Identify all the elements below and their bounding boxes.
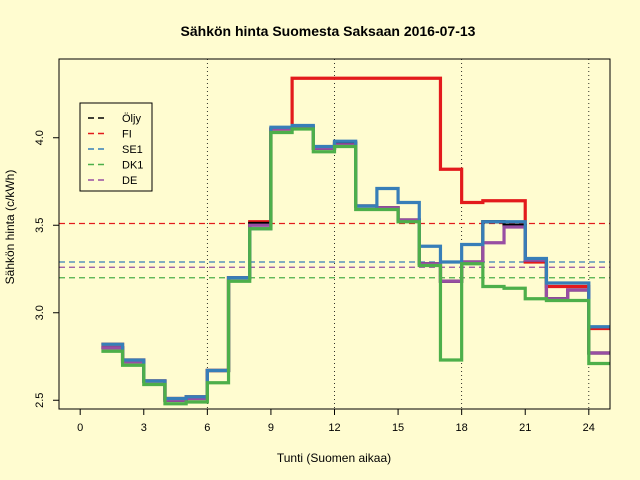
legend-label: Öljy	[122, 113, 141, 125]
x-tick-label: 24	[583, 422, 595, 434]
legend: Öljy FI SE1 DK1 DE	[79, 102, 153, 192]
series-line	[101, 127, 610, 406]
legend-box	[79, 102, 153, 192]
y-tick-label: 3.5	[34, 218, 46, 233]
x-tick-label: 0	[77, 422, 83, 434]
series-line	[101, 76, 610, 401]
legend-label: DK1	[122, 160, 143, 172]
x-tick-label: 15	[392, 422, 404, 434]
y-tick-label: 3.0	[34, 305, 46, 320]
y-axis: 2.5 3.0 3.5 4.0	[34, 130, 59, 408]
y-tick-label: 2.5	[34, 393, 46, 408]
average-lines	[59, 222, 610, 279]
x-tick-label: 3	[141, 422, 147, 434]
x-tick-label: 6	[204, 422, 210, 434]
x-axis-label: Tunti (Suomen aikaa)	[277, 451, 391, 465]
chart-title: Sähkön hinta Suomesta Saksaan 2016-07-13	[181, 23, 476, 39]
grid-layer	[206, 59, 590, 409]
x-tick-label: 18	[456, 422, 468, 434]
x-tick-label: 12	[328, 422, 340, 434]
x-tick-label: 21	[519, 422, 531, 434]
series-line	[101, 123, 610, 401]
y-tick-label: 4.0	[34, 130, 46, 145]
legend-label: DE	[122, 175, 137, 187]
series-layer	[101, 76, 610, 406]
x-axis: 0 3 6 9 12 15 18 21 24	[77, 409, 595, 434]
legend-label: FI	[122, 129, 132, 141]
y-axis-label: Sähkön hinta (c/kWh)	[3, 170, 17, 285]
legend-label: SE1	[122, 144, 143, 156]
x-tick-label: 9	[268, 422, 274, 434]
